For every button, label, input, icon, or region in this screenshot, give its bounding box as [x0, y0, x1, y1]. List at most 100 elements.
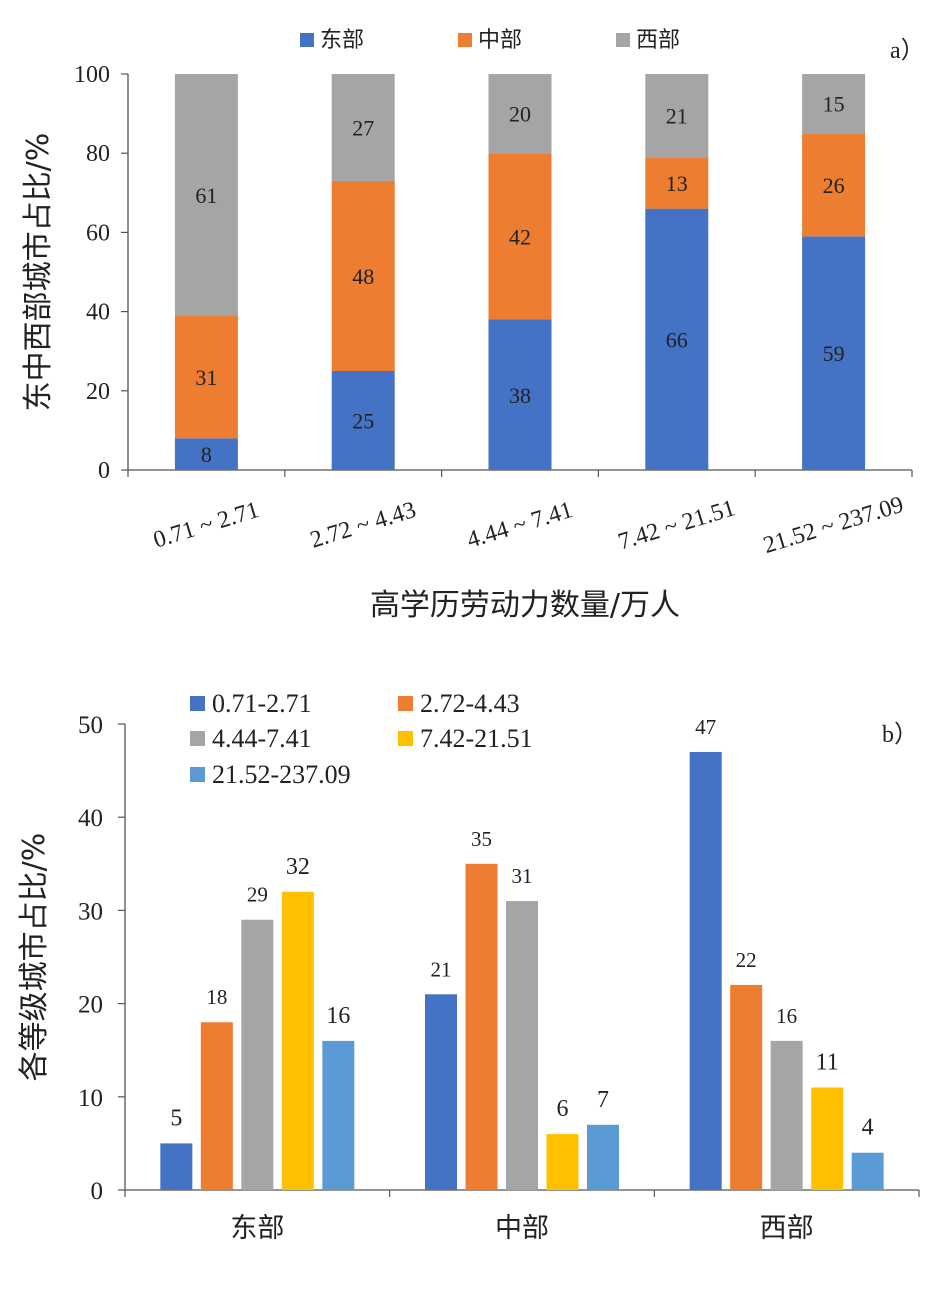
data-label: 21 [666, 104, 688, 129]
bar-segment [802, 133, 866, 237]
data-label: 31 [195, 365, 217, 390]
data-label: 16 [776, 1004, 797, 1028]
data-label: 32 [286, 854, 310, 880]
x-tick-label: 0.71 ~ 2.71 [150, 497, 262, 554]
bar [160, 1143, 193, 1190]
bar-segment [331, 180, 395, 371]
x-tick-label: 21.52 ~ 237.09 [760, 492, 906, 559]
y-tick-label: 20 [78, 992, 103, 1019]
bar [587, 1124, 619, 1190]
x-tick-label: 西部 [760, 1213, 814, 1244]
bar [241, 919, 274, 1190]
bar-segment [645, 208, 709, 470]
bar-segment [331, 371, 395, 470]
bar [322, 1040, 355, 1190]
legend-label: 7.42-21.51 [420, 724, 533, 753]
legend-swatch [300, 33, 314, 47]
legend-label: 2.72-4.43 [420, 689, 520, 718]
data-label: 66 [666, 327, 688, 352]
data-label: 22 [736, 948, 757, 972]
data-label: 16 [326, 1003, 350, 1029]
data-label: 7 [597, 1087, 609, 1113]
legend-swatch [616, 33, 630, 47]
data-label: 20 [509, 102, 531, 127]
bar [811, 1087, 844, 1190]
chart-panel-b: 0 10 20 30 40 50 5 18 29 32 16 东部 21 35 31 6 7 中部 47 22 16 11… [17, 689, 920, 1244]
legend-label: 21.52-237.09 [212, 760, 351, 789]
y-tick-label: 10 [78, 1085, 103, 1112]
y-tick-label: 40 [86, 300, 110, 326]
bar [425, 994, 457, 1190]
data-label: 25 [352, 409, 374, 434]
data-label: 6 [557, 1096, 569, 1122]
legend-swatch [190, 731, 205, 746]
bar [730, 984, 763, 1190]
legend-label: 中部 [478, 28, 522, 53]
legend-swatch [398, 731, 413, 746]
bar [465, 863, 498, 1190]
legend-label: 东部 [320, 28, 364, 53]
panel-label: a） [890, 38, 925, 64]
bar-segment [174, 74, 238, 316]
data-label: 27 [352, 115, 374, 140]
legend-swatch [190, 696, 205, 711]
data-label: 61 [195, 183, 217, 208]
data-label: 15 [823, 92, 845, 117]
bar-segment [802, 236, 866, 470]
bar-segment [645, 74, 709, 158]
y-tick-label: 30 [78, 898, 103, 925]
data-label: 11 [816, 1049, 839, 1075]
data-label: 38 [509, 383, 531, 408]
data-label: 59 [823, 341, 845, 366]
data-label: 31 [512, 864, 533, 888]
y-tick-label: 20 [86, 379, 110, 405]
y-axis-title: 各等级城市占比/% [17, 833, 52, 1082]
bar [689, 751, 722, 1190]
legend-label: 0.71-2.71 [212, 689, 312, 718]
bar-segment [488, 319, 552, 470]
panel-label: b） [882, 722, 918, 748]
bar-segment [174, 315, 238, 439]
y-tick-label: 80 [86, 141, 110, 167]
y-tick-label: 0 [91, 1178, 104, 1205]
y-tick-label: 100 [74, 62, 110, 88]
bar [770, 1040, 803, 1190]
legend-swatch [398, 696, 413, 711]
bar [281, 891, 314, 1190]
legend-swatch [458, 33, 472, 47]
bar-segment [488, 153, 552, 320]
data-label: 48 [352, 264, 374, 289]
bar-segment [645, 157, 709, 209]
data-label: 18 [206, 985, 227, 1009]
bar [546, 1134, 579, 1190]
x-tick-label: 2.72 ~ 4.43 [307, 497, 419, 554]
data-label: 4 [862, 1115, 874, 1141]
bar-segment [174, 438, 238, 470]
x-tick-label: 7.42 ~ 21.51 [615, 495, 738, 555]
bar-segment [488, 74, 552, 154]
x-tick-label: 中部 [495, 1213, 549, 1244]
data-label: 5 [170, 1105, 182, 1131]
legend-label: 4.44-7.41 [212, 724, 312, 753]
y-axis-title: 东中西部城市占比/% [21, 133, 56, 412]
y-tick-label: 50 [78, 712, 103, 739]
data-label: 47 [695, 715, 716, 739]
bar [200, 1022, 233, 1190]
legend-swatch [190, 767, 205, 782]
y-tick-label: 60 [86, 220, 110, 246]
x-tick-label: 4.44 ~ 7.41 [464, 497, 576, 554]
y-tick-label: 40 [78, 805, 103, 832]
data-label: 35 [471, 827, 492, 851]
data-label: 21 [431, 957, 452, 981]
legend-label: 西部 [636, 28, 680, 53]
chart-panel-a: 0 20 40 60 80 100 8 31 61 0.71 ~ 2.71 25 48 27 2.72 ~… [21, 28, 925, 623]
bar [851, 1152, 884, 1190]
data-label: 42 [509, 224, 531, 249]
data-label: 26 [823, 173, 845, 198]
data-label: 8 [201, 442, 212, 467]
y-tick-label: 0 [98, 458, 110, 484]
bar-segment [331, 74, 395, 181]
bar [506, 901, 538, 1190]
data-label: 13 [666, 171, 688, 196]
